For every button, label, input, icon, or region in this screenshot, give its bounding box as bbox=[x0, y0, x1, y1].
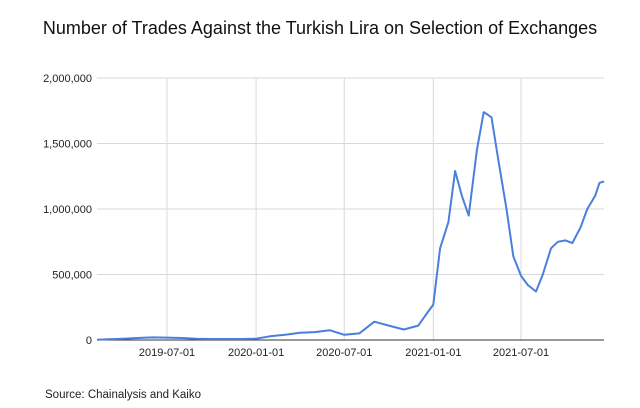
y-tick-label: 0 bbox=[86, 335, 92, 347]
source-note: Source: Chainalysis and Kaiko bbox=[45, 389, 201, 401]
trades-series-line bbox=[96, 111, 605, 341]
chart-title: Number of Trades Against the Turkish Lir… bbox=[42, 18, 598, 38]
y-tick-label: 2,000,000 bbox=[43, 73, 92, 85]
x-tick-label: 2020-07-01 bbox=[316, 347, 372, 359]
y-tick-label: 1,500,000 bbox=[43, 139, 92, 151]
x-tick-label: 2021-07-01 bbox=[493, 347, 549, 359]
x-tick-label: 2019-07-01 bbox=[139, 347, 195, 359]
x-tick-label: 2021-01-01 bbox=[405, 347, 461, 359]
x-axis-labels: 2019-07-01 2020-01-01 2020-07-01 2021-01-01… bbox=[139, 347, 549, 359]
y-axis-labels: 0 500,000 1,000,000 1,500,000 2,000,000 bbox=[43, 73, 92, 347]
gridlines bbox=[97, 77, 604, 340]
y-tick-label: 1,000,000 bbox=[43, 204, 92, 216]
x-tick-label: 2020-01-01 bbox=[228, 347, 284, 359]
y-tick-label: 500,000 bbox=[52, 270, 92, 282]
